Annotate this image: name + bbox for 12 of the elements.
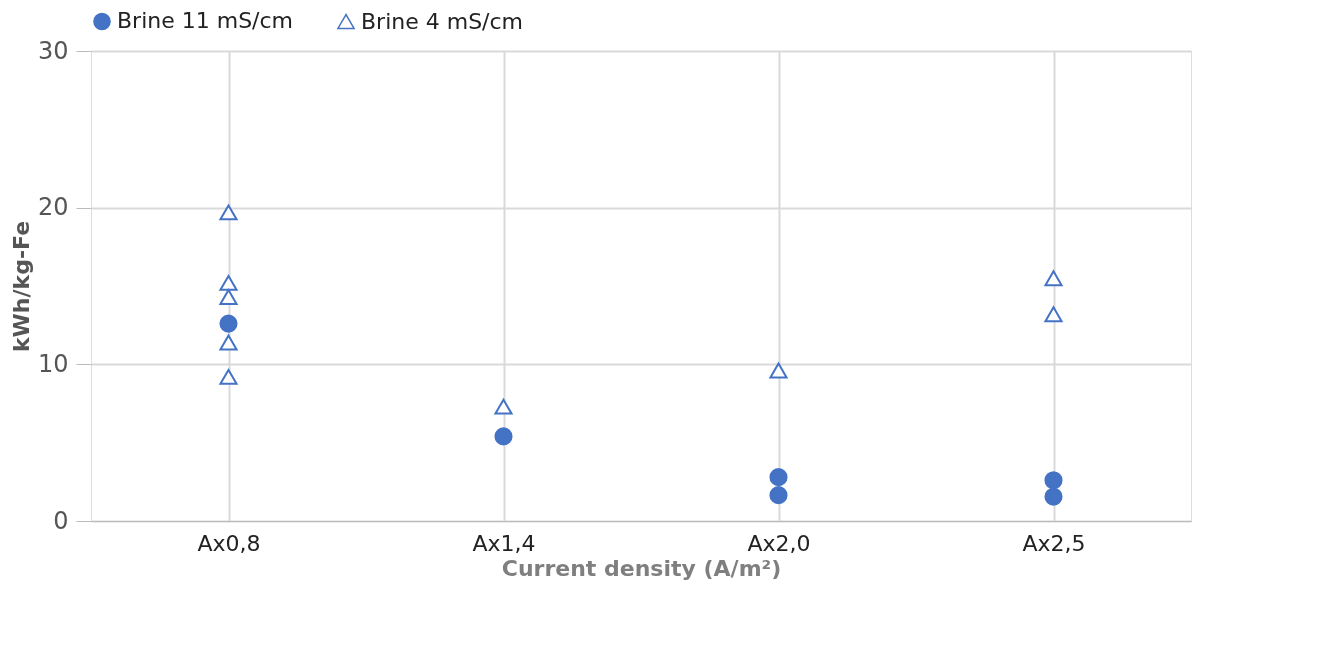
legend-label: Brine 11 mS/cm [117,8,294,34]
legend-label: Brine 4 mS/cm [361,8,524,34]
x-tick-label: Ax2,5 [1022,530,1086,556]
y-tick-label: 0 [53,506,69,535]
y-tick-label: 30 [37,36,69,65]
y-axis-title: kWh/kg-Fe [8,220,34,353]
x-tick-label: Ax1,4 [472,530,536,556]
y-tick-label: 20 [37,193,69,222]
x-tick-label: Ax0,8 [197,530,261,556]
x-axis-title: Current density (A/m²) [501,555,782,581]
x-tick-label: Ax2,0 [747,530,811,556]
y-tick-label: 10 [37,349,69,378]
